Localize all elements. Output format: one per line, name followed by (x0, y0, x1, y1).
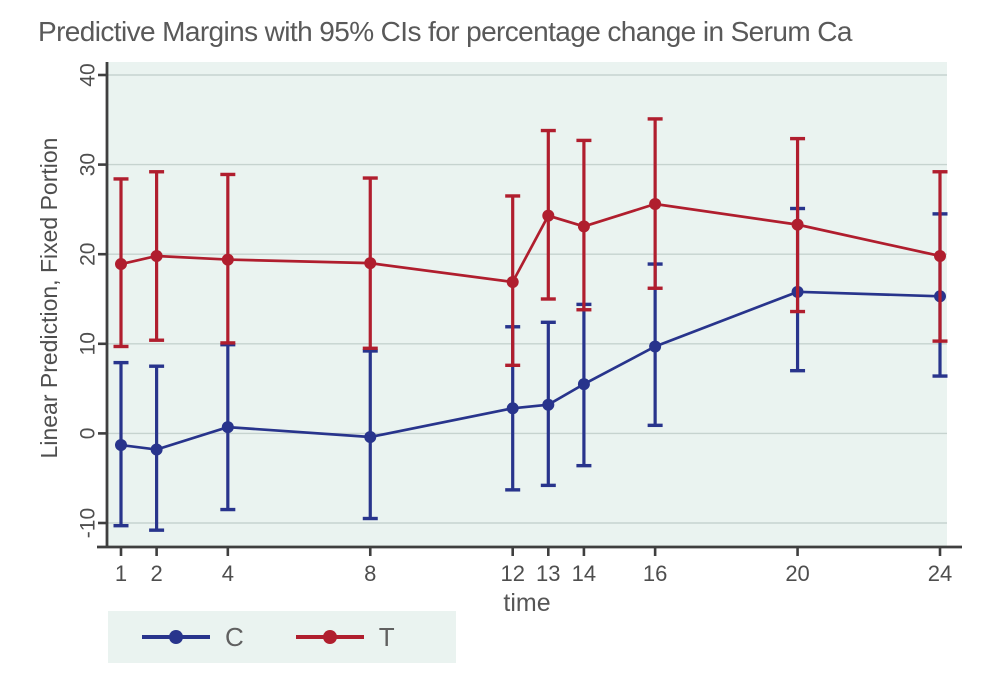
y-tick-label: -10 (77, 508, 100, 538)
series-c-dot-icon (169, 630, 183, 644)
data-point (542, 209, 555, 222)
x-tick-label: 4 (222, 561, 234, 586)
series-line (120, 290, 941, 451)
x-tick-label: 14 (572, 561, 596, 586)
data-point (934, 249, 946, 262)
x-axis-label: time (503, 589, 551, 617)
y-tick-label: 30 (77, 153, 100, 176)
x-tick-label: 12 (500, 561, 524, 586)
y-tick-label: 20 (77, 243, 100, 266)
x-tick-label: 20 (785, 561, 809, 586)
legend-label-c: C (225, 621, 244, 652)
y-tick-label: 40 (77, 63, 100, 86)
data-point (364, 430, 377, 443)
legend-item-c: C (142, 622, 244, 653)
series-t (113, 117, 948, 368)
data-point (115, 258, 127, 271)
x-tick-label: 2 (150, 561, 162, 586)
series-c-line-marker-icon (142, 630, 210, 644)
data-point (506, 275, 519, 288)
chart-title: Predictive Margins with 95% CIs for perc… (38, 16, 852, 47)
data-point (577, 220, 590, 233)
data-point (115, 439, 127, 452)
legend-item-t: T (295, 621, 395, 653)
data-point (150, 249, 163, 262)
data-point (221, 253, 234, 266)
series-t-dot-icon (322, 630, 337, 644)
data-point (542, 398, 555, 411)
x-tick-label: 8 (364, 561, 376, 586)
legend: C T (108, 611, 456, 663)
data-point (577, 378, 590, 391)
data-point (364, 257, 377, 270)
plot-background (107, 62, 947, 547)
data-point (791, 218, 804, 231)
y-tick-label: 10 (77, 332, 100, 355)
y-tick-label: 0 (77, 428, 100, 440)
data-point (649, 198, 662, 211)
data-point (506, 402, 519, 415)
x-tick-label: 13 (536, 561, 560, 586)
data-point (221, 421, 234, 434)
x-tick-label: 16 (643, 561, 667, 586)
legend-label-t: T (378, 621, 395, 652)
y-axis-label: Linear Prediction, Fixed Portion (36, 138, 62, 459)
data-point (649, 340, 662, 353)
series-t-line-marker-icon (295, 630, 364, 644)
x-tick-label: 24 (928, 561, 952, 586)
x-tick-label: 1 (115, 561, 127, 586)
series-c (113, 206, 948, 532)
series-line (120, 202, 941, 284)
data-point (150, 443, 163, 456)
